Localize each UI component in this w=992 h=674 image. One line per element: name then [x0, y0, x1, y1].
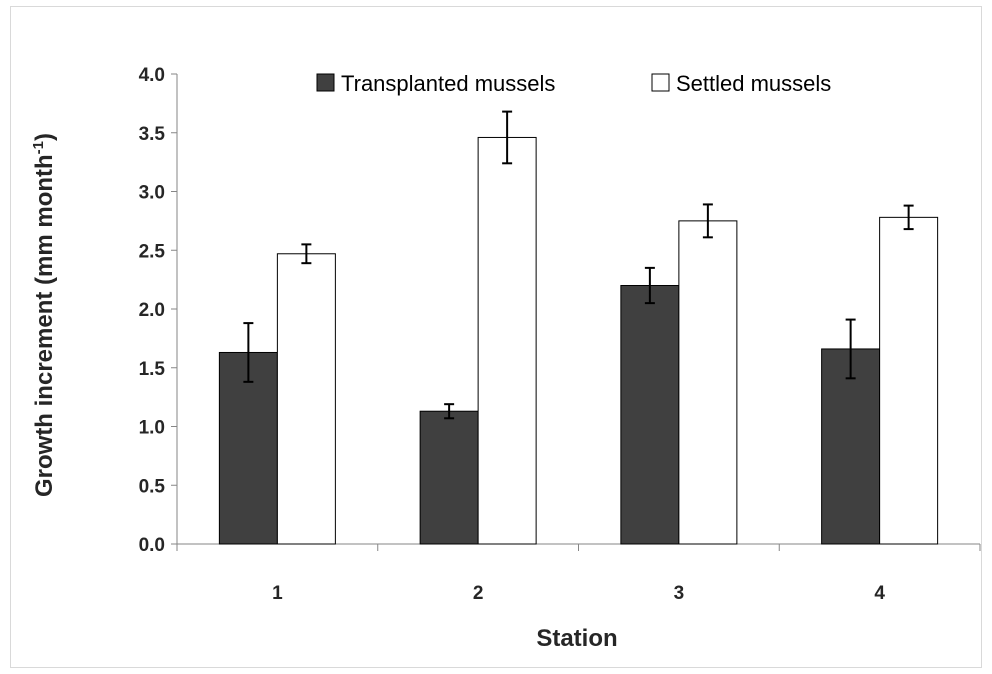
- x-tick-labels: 1 2 3 4: [272, 583, 885, 604]
- legend-swatch-settled: [651, 73, 670, 92]
- y-tick-label: 2.5: [139, 241, 166, 262]
- x-tick-label: 2: [473, 583, 484, 604]
- x-tick-label: 3: [674, 583, 685, 604]
- bar-transplanted: [419, 410, 479, 545]
- y-axis-title-superscript: -1: [30, 141, 47, 154]
- bar-transplanted: [218, 351, 278, 545]
- bar-settled: [678, 220, 738, 545]
- bars: [218, 136, 939, 545]
- y-axis-title: Growth increment (mm month-1): [30, 133, 58, 497]
- y-tick-label: 3.5: [139, 124, 166, 145]
- y-axis-title-main: Growth increment (mm month: [31, 154, 58, 497]
- x-tick-label: 4: [874, 583, 885, 604]
- legend-label-settled: Settled mussels: [676, 71, 831, 96]
- y-tick-label: 0.5: [139, 476, 166, 497]
- y-tick-label: 3.0: [139, 183, 165, 204]
- y-tick-label: 1.5: [139, 359, 166, 380]
- legend-swatch-transplanted: [316, 73, 335, 92]
- bar-settled: [477, 136, 537, 545]
- bar-settled: [879, 216, 939, 545]
- bar-transplanted: [821, 348, 881, 545]
- x-axis-title: Station: [536, 625, 617, 652]
- x-tick-label: 1: [272, 583, 283, 604]
- bar-settled: [276, 253, 336, 545]
- y-axis-title-close: ): [31, 133, 58, 141]
- y-tick-label: 1.0: [139, 418, 165, 439]
- bar-transplanted: [620, 285, 680, 545]
- y-tick-labels: 0.0 0.5 1.0 1.5 2.0 2.5 3.0 3.5 4.0: [139, 65, 166, 556]
- y-tick-label: 0.0: [139, 535, 165, 556]
- y-tick-label: 2.0: [139, 300, 165, 321]
- legend-label-transplanted: Transplanted mussels: [341, 71, 555, 96]
- error-bars: [243, 110, 914, 420]
- y-tick-label: 4.0: [139, 65, 165, 86]
- legend: Transplanted mussels Settled mussels: [316, 71, 831, 96]
